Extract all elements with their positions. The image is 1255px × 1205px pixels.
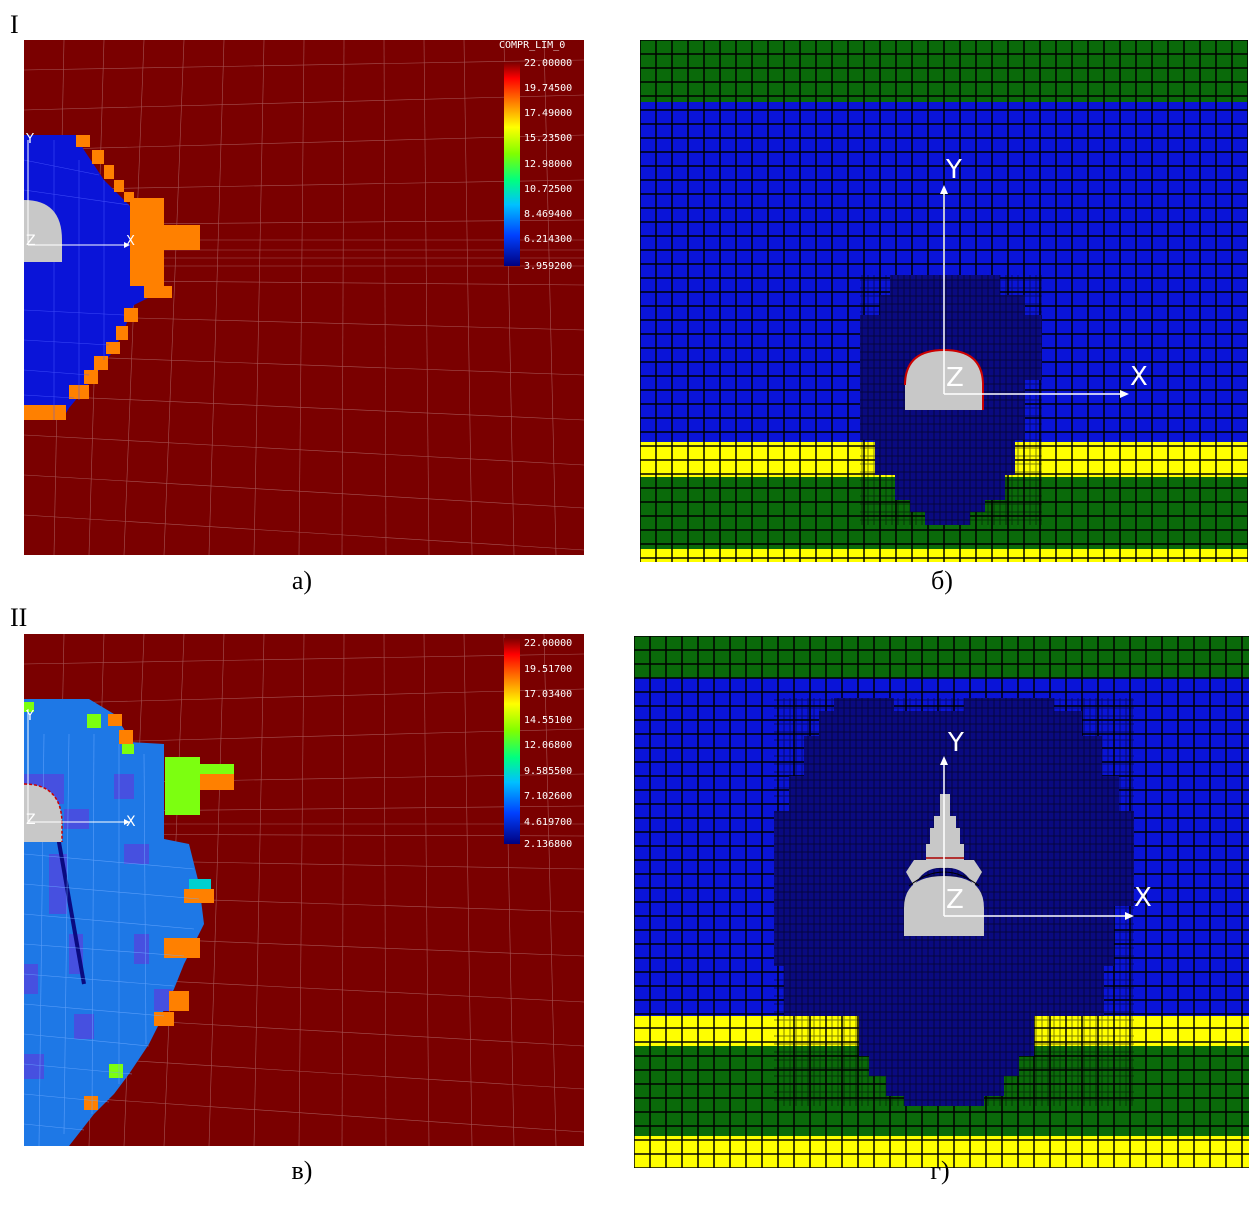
panel-b-z-label: Z bbox=[946, 363, 964, 393]
panel-a-figure: X Y Z COMPR_LIM_0 22.00000 19.74500 17.4… bbox=[24, 40, 584, 555]
panel-v-legend-value: 7.102600 bbox=[524, 791, 572, 802]
caption-a: а) bbox=[262, 568, 342, 594]
panel-a-legend-title: COMPR_LIM_0 bbox=[499, 40, 565, 51]
panel-v-y-label: Y bbox=[25, 709, 34, 724]
panel-g-x-label: X bbox=[1134, 883, 1152, 913]
panel-v-z-label: Z bbox=[26, 812, 36, 828]
panel-b-x-label: X bbox=[1130, 362, 1148, 392]
panel-v-legend-value: 22.00000 bbox=[524, 638, 572, 649]
panel-a-legend-value: 3.959200 bbox=[524, 261, 572, 272]
panel-a-x-label: X bbox=[126, 234, 135, 249]
panel-v-legend: 22.00000 19.51700 17.03400 14.55100 12.0… bbox=[504, 638, 572, 850]
panel-g-figure: X Y Z bbox=[634, 636, 1249, 1168]
panel-a-legend-value: 22.00000 bbox=[524, 58, 572, 69]
panel-a-y-label: Y bbox=[25, 132, 34, 147]
panel-a: X Y Z COMPR_LIM_0 22.00000 19.74500 17.4… bbox=[24, 40, 584, 555]
panel-a-z-label: Z bbox=[26, 233, 36, 249]
panel-b-y-label: Y bbox=[945, 155, 962, 185]
panel-v-legend-value: 14.55100 bbox=[524, 715, 572, 726]
panel-v-legend-value: 2.136800 bbox=[524, 839, 572, 850]
row-label-bottom: II bbox=[10, 605, 27, 631]
row-label-top: I bbox=[10, 12, 19, 38]
panel-v-legend-value: 4.619700 bbox=[524, 817, 572, 828]
panel-b: X Y Z bbox=[640, 40, 1248, 562]
panel-v-legend-value: 19.51700 bbox=[524, 664, 572, 675]
panel-g-y-label: Y bbox=[947, 728, 964, 758]
panel-a-legend-value: 17.49000 bbox=[524, 108, 572, 119]
panel-v: X Y Z 22.00000 19.51700 17.03400 14.5510… bbox=[24, 634, 584, 1146]
panel-v-legend-value: 9.585500 bbox=[524, 766, 572, 777]
caption-g: г) bbox=[900, 1158, 980, 1184]
panel-a-legend-value: 8.469400 bbox=[524, 209, 572, 220]
panel-a-legend-value: 19.74500 bbox=[524, 83, 572, 94]
caption-v: в) bbox=[262, 1158, 342, 1184]
panel-b-figure: X Y Z bbox=[640, 40, 1248, 562]
panel-a-legend-value: 10.72500 bbox=[524, 184, 572, 195]
panel-a-legend-value: 12.98000 bbox=[524, 159, 572, 170]
panel-v-figure: X Y Z 22.00000 19.51700 17.03400 14.5510… bbox=[24, 634, 584, 1146]
panel-v-x-label: X bbox=[126, 814, 136, 830]
panel-v-legend-value: 17.03400 bbox=[524, 689, 572, 700]
panel-a-legend-value: 15.23500 bbox=[524, 133, 572, 144]
panel-a-legend-value: 6.214300 bbox=[524, 234, 572, 245]
panel-v-legend-value: 12.06800 bbox=[524, 740, 572, 751]
panel-g-z-label: Z bbox=[946, 885, 964, 915]
caption-b: б) bbox=[902, 568, 982, 594]
panel-g: X Y Z bbox=[634, 636, 1249, 1168]
